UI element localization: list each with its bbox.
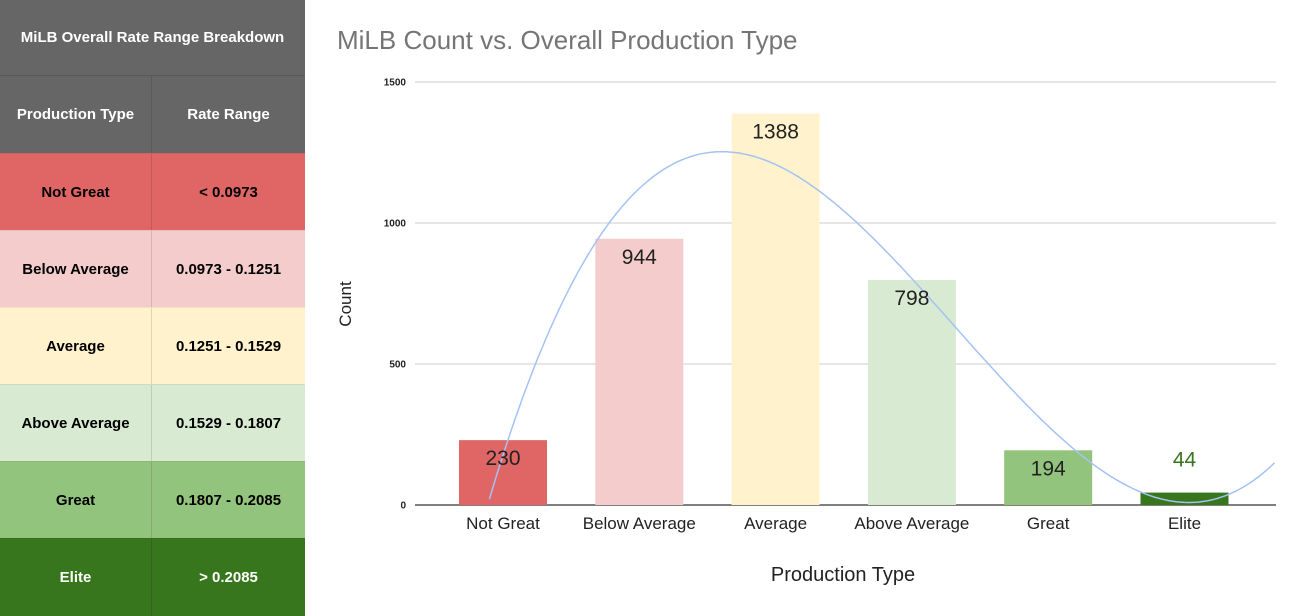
data-label: 944 xyxy=(622,246,657,269)
x-tick-label: Not Great xyxy=(466,514,540,533)
cell-production-type: Not Great xyxy=(0,154,152,230)
cell-production-type: Below Average xyxy=(0,231,152,307)
data-label: 194 xyxy=(1031,457,1066,480)
cell-production-type: Great xyxy=(0,462,152,538)
gridlines xyxy=(415,81,1276,506)
x-tick-label: Below Average xyxy=(583,514,696,533)
y-tick-label: 1500 xyxy=(384,78,407,89)
x-tick-label: Elite xyxy=(1168,514,1201,533)
table-row: Average 0.1251 - 0.1529 xyxy=(0,307,305,384)
trendline-curve xyxy=(488,150,1276,504)
table-row: Above Average 0.1529 - 0.1807 xyxy=(0,384,305,461)
bar-elite[interactable] xyxy=(1140,492,1229,505)
cell-rate-range: 0.1251 - 0.1529 xyxy=(175,337,282,355)
trendline xyxy=(488,150,1276,504)
cell-rate-range: 0.1529 - 0.1807 xyxy=(175,414,282,432)
bar-average[interactable] xyxy=(731,113,820,506)
y-tick-label: 500 xyxy=(389,360,406,371)
header-rate-range: Rate Range xyxy=(187,106,270,123)
table-row: Great 0.1807 - 0.2085 xyxy=(0,461,305,538)
data-label: 44 xyxy=(1173,449,1197,472)
table-row: Not Great < 0.0973 xyxy=(0,153,305,230)
data-label: 798 xyxy=(894,287,929,310)
labels: 0 500 1000 1500 230 Not Great 944 Below Average… xyxy=(384,78,1201,534)
header-production-type: Production Type xyxy=(0,76,152,153)
cell-production-type: Average xyxy=(0,308,152,384)
bar-not-great[interactable] xyxy=(459,440,547,505)
bars xyxy=(459,113,1229,506)
x-tick-label: Great xyxy=(1027,514,1070,533)
cell-production-type: Elite xyxy=(0,539,152,616)
cell-rate-range: > 0.2085 xyxy=(199,569,258,586)
y-axis-title: Count xyxy=(336,281,355,327)
table-row: Below Average 0.0973 - 0.1251 xyxy=(0,230,305,307)
x-tick-label: Above Average xyxy=(854,514,969,533)
bar-below-average[interactable] xyxy=(595,238,684,506)
y-tick-label: 1000 xyxy=(384,219,407,230)
table-title: MiLB Overall Rate Range Breakdown xyxy=(0,0,305,76)
rate-range-table: MiLB Overall Rate Range Breakdown Produc… xyxy=(0,0,305,616)
data-label: 1388 xyxy=(752,121,799,144)
table-row: Elite > 0.2085 xyxy=(0,538,305,616)
x-axis-title: Production Type xyxy=(771,564,915,586)
cell-rate-range: < 0.0973 xyxy=(199,183,258,201)
y-tick-label: 0 xyxy=(400,501,406,512)
chart-title: MiLB Count vs. Overall Production Type xyxy=(337,25,798,55)
bar-above-average[interactable] xyxy=(867,279,956,505)
cell-production-type: Above Average xyxy=(0,385,152,461)
data-label: 230 xyxy=(485,447,520,470)
cell-rate-range: 0.0973 - 0.1251 xyxy=(175,260,282,278)
cell-rate-range: 0.1807 - 0.2085 xyxy=(175,491,282,509)
bar-great[interactable] xyxy=(1004,450,1093,505)
table-header-row: Production Type Rate Range xyxy=(0,76,305,153)
x-tick-label: Average xyxy=(744,514,807,533)
